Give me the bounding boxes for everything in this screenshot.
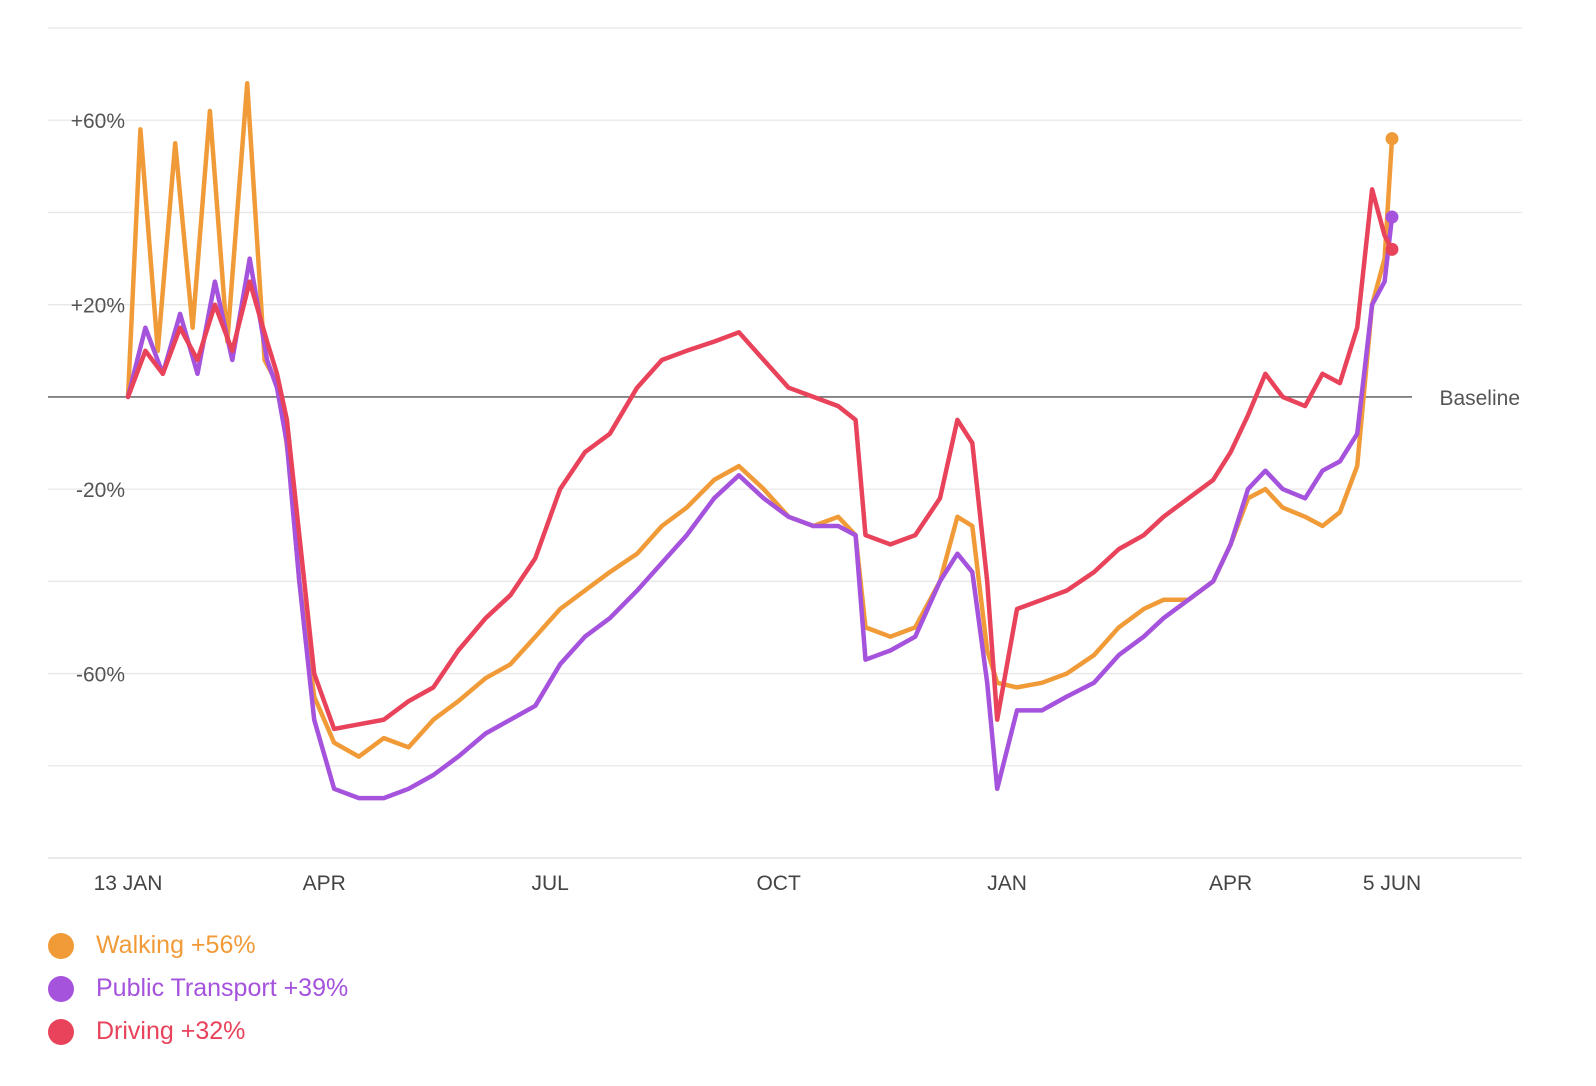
public-transport-series-line [125, 214, 1395, 801]
series-lines [125, 81, 1399, 801]
x-tick-label: 5 JUN [1363, 872, 1421, 895]
legend: Walking +56% Public Transport +39% Driving… [48, 924, 348, 1053]
y-tick-label: +20% [71, 295, 125, 318]
y-tick-label: -20% [76, 479, 125, 502]
legend-label-public-transport: Public Transport +39% [96, 974, 349, 1002]
y-axis-tick-labels: +60% +20% -20% -60% [71, 110, 125, 686]
x-tick-label: OCT [756, 872, 801, 895]
legend-label-walking: Walking +56% [96, 931, 256, 959]
legend-item-public-transport: Public Transport +39% [48, 967, 348, 1010]
x-tick-label: 13 JAN [94, 872, 163, 895]
driving-series-line [125, 187, 1395, 732]
baseline-label: Baseline [1439, 387, 1520, 410]
legend-label-driving: Driving +32% [96, 1017, 246, 1045]
baseline: Baseline [48, 387, 1520, 410]
x-axis-tick-labels: 13 JAN APR JUL OCT JAN APR 5 JUN [94, 872, 1422, 895]
driving-end-marker [1385, 242, 1399, 256]
legend-item-walking: Walking +56% [48, 924, 348, 967]
grid-lines [48, 27, 1522, 859]
x-tick-label: APR [303, 872, 346, 895]
y-tick-label: +60% [71, 110, 125, 133]
public-transport-end-marker [1385, 210, 1399, 224]
legend-dot-walking [48, 932, 74, 959]
y-tick-label: -60% [76, 664, 125, 687]
walking-series-line [125, 81, 1395, 759]
legend-dot-driving [48, 1018, 74, 1045]
legend-dot-public-transport [48, 975, 74, 1002]
x-tick-label: APR [1209, 872, 1252, 895]
x-tick-label: JAN [987, 872, 1027, 895]
x-tick-label: JUL [531, 872, 568, 895]
walking-end-marker [1385, 132, 1399, 146]
legend-item-driving: Driving +32% [48, 1010, 348, 1053]
